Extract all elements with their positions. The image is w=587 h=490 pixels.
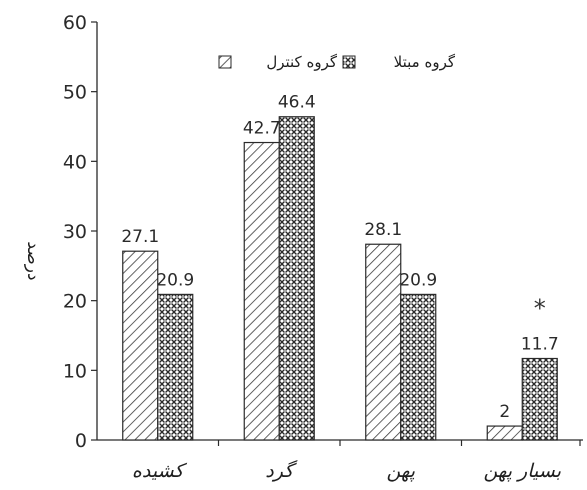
y-tick-label: 30 [63, 221, 87, 243]
significance-asterisk: * [534, 294, 546, 322]
x-category-label: بسیار پهن [484, 460, 562, 482]
data-label: 42.7 [243, 119, 281, 139]
bar-control [122, 250, 159, 441]
y-tick-label: 20 [63, 291, 87, 313]
bar-control [243, 141, 280, 441]
y-tick-label: 0 [75, 430, 87, 452]
data-label: 11.7 [521, 334, 559, 354]
legend-swatch-affected [342, 55, 356, 69]
bar-control [486, 425, 523, 441]
x-category-label: کشیده [132, 460, 188, 482]
data-label: 2 [499, 402, 510, 422]
bar-affected [157, 293, 194, 441]
legend-swatch-control [218, 55, 232, 69]
data-label: 20.9 [399, 270, 437, 290]
legend-label-control: گروه کنترل [266, 53, 338, 71]
data-label: 46.4 [278, 93, 316, 113]
y-axis-label: درصد [23, 241, 43, 280]
x-category-label: پهن [386, 460, 415, 482]
bar-affected [521, 357, 558, 441]
y-tick-label: 60 [63, 12, 87, 34]
bar-control [365, 243, 402, 441]
y-tick-label: 40 [63, 151, 87, 173]
data-label: 20.9 [156, 270, 194, 290]
y-tick-label: 50 [63, 82, 87, 104]
x-category-label: گرد [265, 459, 298, 482]
bar-affected [278, 116, 315, 441]
data-label: 27.1 [121, 227, 159, 247]
data-label: 28.1 [364, 220, 402, 240]
y-tick-label: 10 [63, 360, 87, 382]
bar-affected [400, 293, 437, 441]
legend-label-affected: گروه مبتلا [394, 53, 456, 71]
